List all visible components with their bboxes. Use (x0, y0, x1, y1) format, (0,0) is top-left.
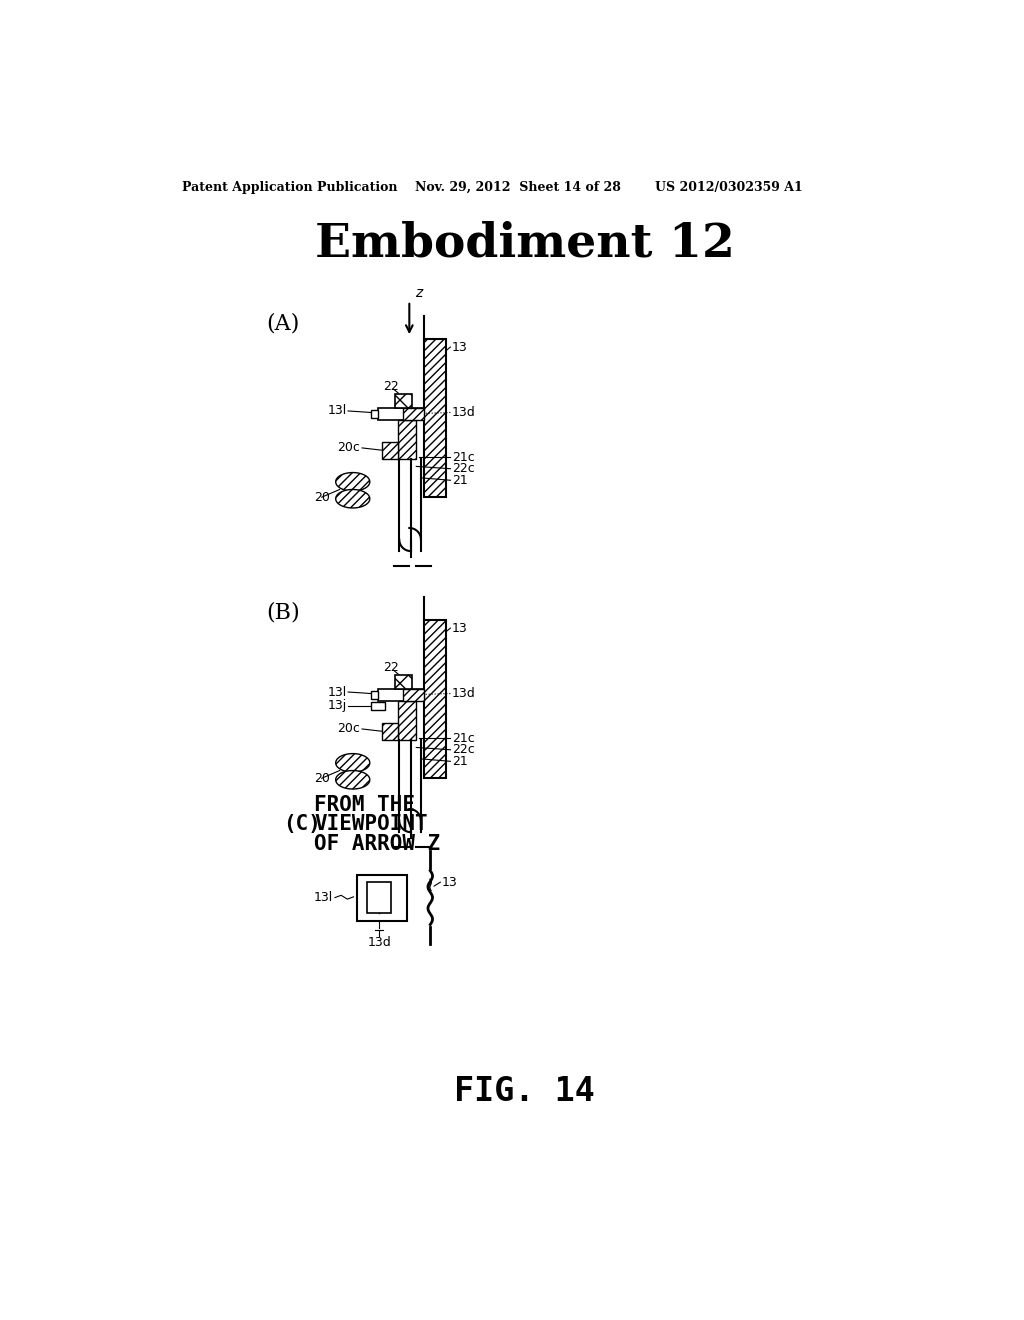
Text: 22c: 22c (452, 462, 475, 475)
Text: (A): (A) (266, 313, 300, 335)
Text: 21: 21 (452, 474, 468, 487)
Text: 22: 22 (384, 380, 399, 393)
Text: 22: 22 (384, 661, 399, 675)
Text: 13l: 13l (314, 891, 334, 904)
Polygon shape (382, 723, 397, 739)
Polygon shape (382, 442, 397, 459)
Text: 21: 21 (452, 755, 468, 768)
Text: Nov. 29, 2012  Sheet 14 of 28: Nov. 29, 2012 Sheet 14 of 28 (415, 181, 621, 194)
Text: ~: ~ (421, 874, 439, 891)
Text: 13: 13 (452, 622, 468, 635)
Text: 20c: 20c (338, 441, 360, 454)
Polygon shape (372, 702, 385, 710)
Polygon shape (424, 339, 445, 498)
Text: OF ARROW Z: OF ARROW Z (314, 834, 440, 854)
Text: 13d: 13d (452, 407, 476, 418)
Polygon shape (372, 411, 378, 418)
Text: Embodiment 12: Embodiment 12 (314, 220, 735, 267)
Text: (B): (B) (266, 602, 300, 624)
Text: 13l: 13l (328, 685, 346, 698)
Polygon shape (378, 408, 424, 420)
Text: VIEWPOINT: VIEWPOINT (314, 814, 428, 834)
Text: FROM THE: FROM THE (314, 795, 415, 816)
Polygon shape (397, 420, 417, 459)
Polygon shape (336, 754, 370, 772)
Polygon shape (424, 620, 445, 779)
Text: 13: 13 (452, 341, 468, 354)
Polygon shape (395, 675, 413, 689)
Text: 22c: 22c (452, 743, 475, 756)
Text: 13: 13 (442, 875, 458, 888)
Text: 13l: 13l (328, 404, 346, 417)
Text: 20: 20 (314, 772, 330, 785)
Polygon shape (368, 882, 391, 913)
Polygon shape (372, 692, 378, 700)
Text: z: z (416, 286, 423, 300)
Text: 20: 20 (314, 491, 330, 504)
Text: 21c: 21c (452, 450, 475, 463)
Polygon shape (336, 771, 370, 789)
Polygon shape (336, 473, 370, 491)
Text: 13j: 13j (328, 700, 346, 713)
Text: (C): (C) (283, 814, 321, 834)
Text: 20c: 20c (338, 722, 360, 735)
Polygon shape (397, 701, 417, 739)
Polygon shape (378, 689, 424, 701)
Polygon shape (336, 490, 370, 508)
Text: 13d: 13d (368, 936, 391, 949)
Text: FIG. 14: FIG. 14 (455, 1074, 595, 1109)
Polygon shape (403, 689, 424, 701)
Polygon shape (403, 408, 424, 420)
Polygon shape (395, 395, 413, 408)
Text: 13d: 13d (452, 686, 476, 700)
Text: Patent Application Publication: Patent Application Publication (182, 181, 397, 194)
Text: US 2012/0302359 A1: US 2012/0302359 A1 (655, 181, 803, 194)
Text: 21c: 21c (452, 731, 475, 744)
Polygon shape (356, 875, 407, 921)
